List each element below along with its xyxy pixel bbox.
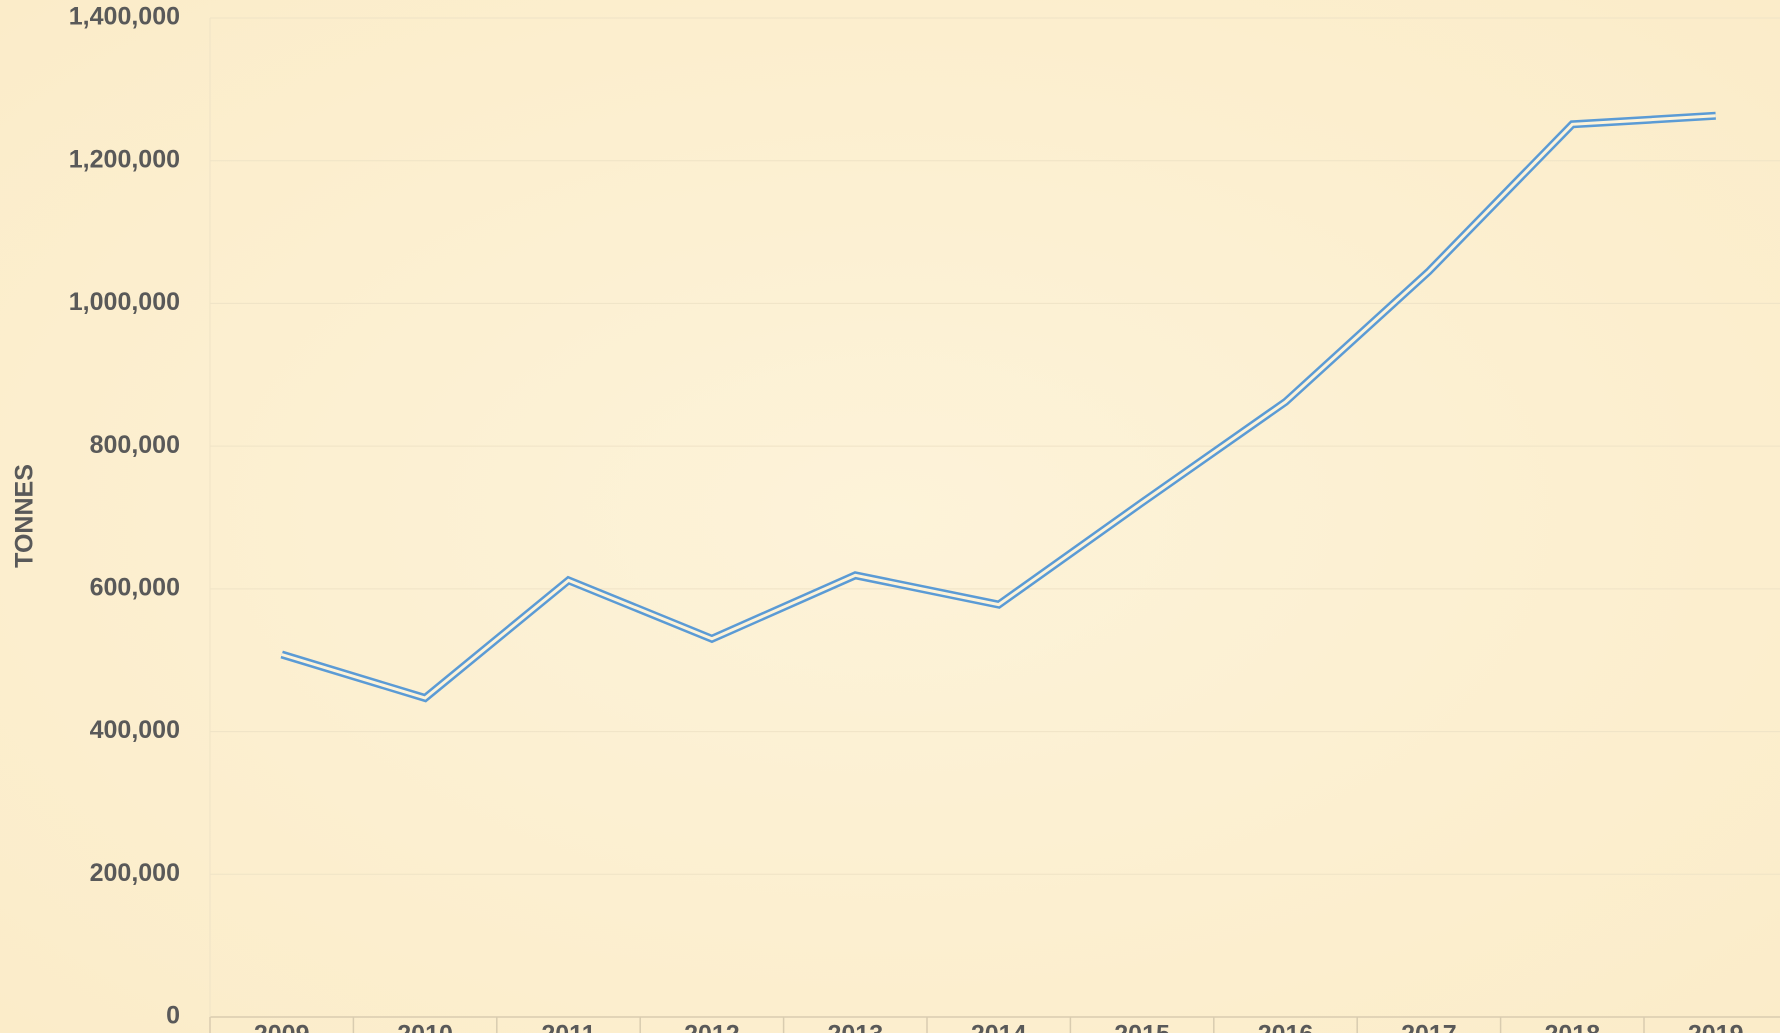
y-tick-label: 800,000 — [90, 431, 180, 459]
y-tick-label: 1,400,000 — [69, 3, 180, 31]
x-tick-label: 2014 — [971, 1021, 1027, 1033]
x-tick-label: 2010 — [397, 1021, 453, 1033]
x-tick-label: 2019 — [1688, 1021, 1744, 1033]
y-tick-label: 600,000 — [90, 573, 180, 601]
x-tick-label: 2015 — [1114, 1021, 1170, 1033]
x-tick-label: 2018 — [1544, 1021, 1600, 1033]
x-tick-label: 2013 — [827, 1021, 883, 1033]
y-tick-label: 1,000,000 — [69, 288, 180, 316]
x-tick-label: 2011 — [541, 1021, 595, 1033]
y-axis-label: TONNES — [11, 464, 39, 568]
y-tick-label: 1,200,000 — [69, 145, 180, 173]
x-tick-label: 2017 — [1401, 1021, 1457, 1033]
y-tick-label: 0 — [166, 1002, 180, 1030]
x-tick-label: 2009 — [254, 1021, 310, 1033]
x-tick-label: 2012 — [684, 1021, 740, 1033]
x-tick-label: 2016 — [1258, 1021, 1314, 1033]
y-tick-label: 200,000 — [90, 859, 180, 887]
y-tick-label: 400,000 — [90, 716, 180, 744]
line-inner — [281, 114, 1716, 700]
